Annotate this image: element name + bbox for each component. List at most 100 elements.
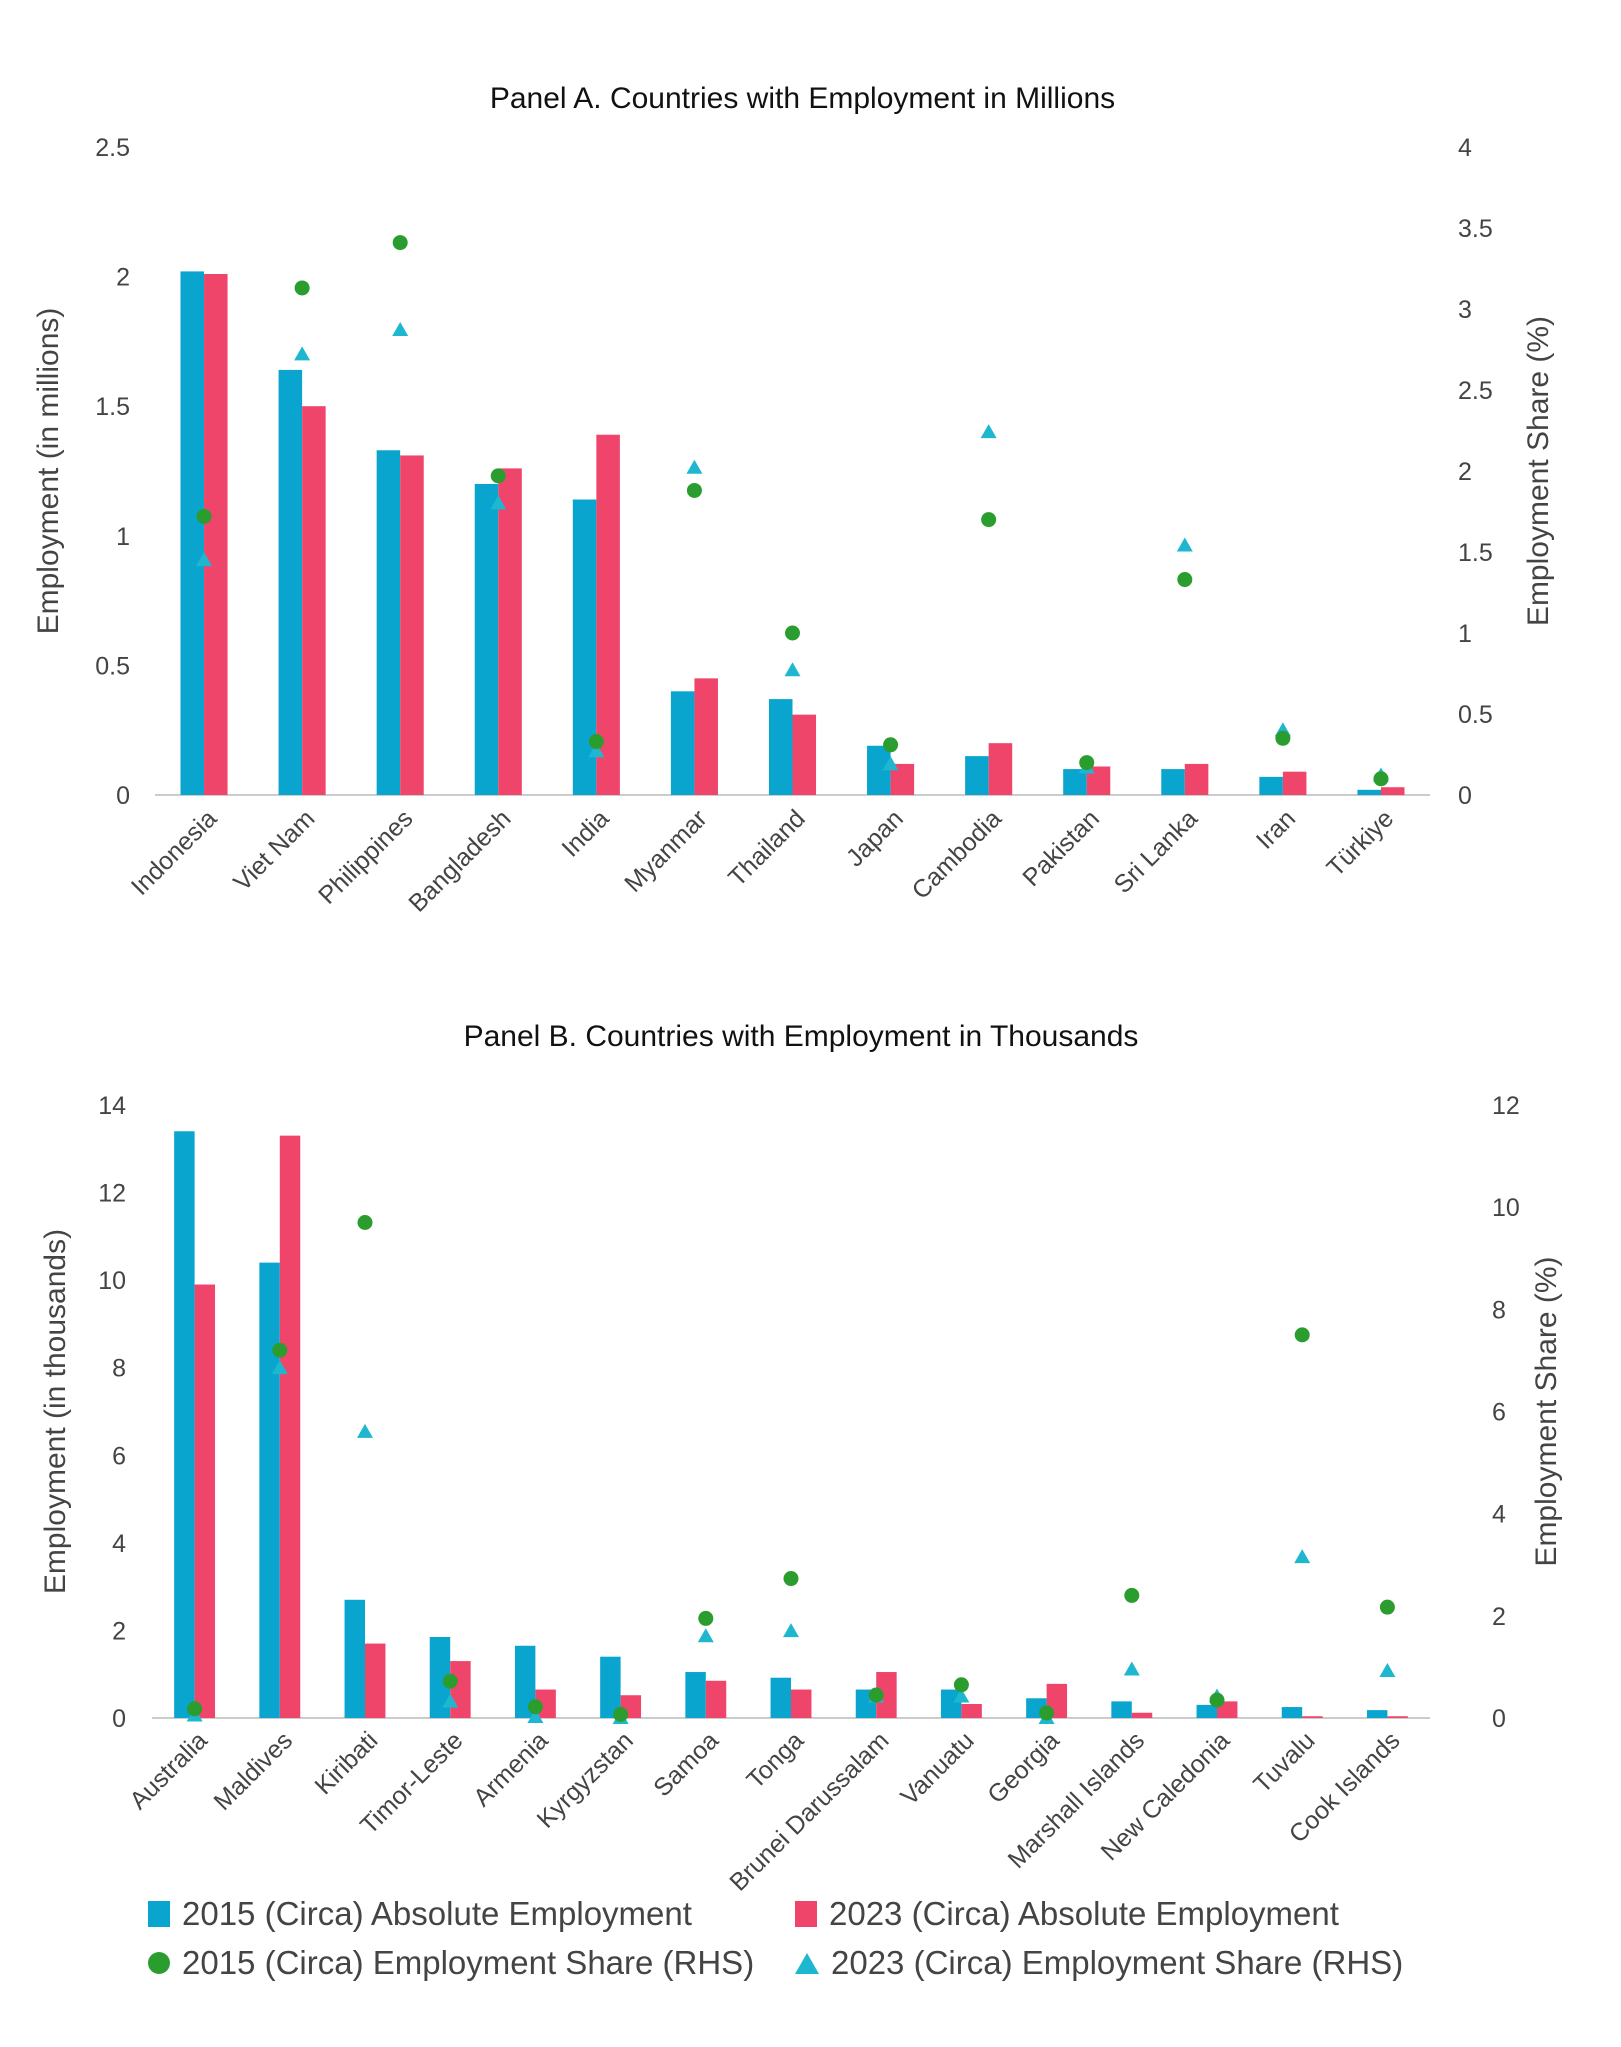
panel-a-bar-2015-12 (1357, 789, 1381, 795)
chart-legend: 2015 (Circa) Absolute Employment 2023 (C… (0, 1880, 1621, 2010)
legend-item-abs2015: 2015 (Circa) Absolute Employment (148, 1895, 692, 1933)
panel-b-y2-tick-label: 12 (1492, 1092, 1520, 1120)
panel-b-category-label-6: Samoa (648, 1726, 724, 1802)
legend-swatch-abs2015 (148, 1901, 170, 1927)
panel-b-share-2015-marker-14 (1379, 1599, 1395, 1615)
panel-a-share-2023-marker-4 (588, 743, 605, 758)
panel-b-share-2023-marker-6 (697, 1628, 714, 1643)
panel-b-share-2023-marker-9 (953, 1688, 970, 1703)
panel-a-category-label-12: Türkiye (1321, 804, 1399, 882)
panel-b-category-label-8: Brunei Darussalam (724, 1726, 894, 1896)
panel-a-bar-2023-12 (1380, 787, 1405, 795)
panel-b-category-label-13: Tuvalu (1248, 1726, 1320, 1798)
panel-a-y2-tick-label: 1 (1458, 620, 1472, 648)
panel-a-bar-2023-1 (302, 406, 326, 795)
panel-a-category-label-11: Iran (1251, 804, 1301, 854)
panel-a-category-label-6: Thailand (723, 804, 811, 892)
panel-b-bar-2015-13 (1281, 1707, 1303, 1718)
panel-a-share-2015-marker-0 (196, 508, 212, 524)
panel-b-share-2023-marker-2 (357, 1423, 373, 1438)
panel-b-share-2015-marker-7 (783, 1571, 799, 1587)
panel-b-bar-2015-14 (1366, 1710, 1388, 1718)
panel-a-y2-tick-label: 4 (1458, 134, 1472, 162)
panel-a-share-2015-marker-11 (1275, 730, 1291, 746)
panel-b-bar-2015-5 (600, 1656, 621, 1718)
panel-b-category-label-7: Tonga (741, 1726, 809, 1794)
legend-item-share2015: 2015 (Circa) Employment Share (RHS) (148, 1944, 754, 1982)
panel-b-y2-tick-label: 8 (1492, 1296, 1506, 1324)
panel-a-share-2015-marker-7 (883, 737, 899, 753)
panel-b-category-label-1: Maldives (208, 1726, 298, 1816)
panel-a-bar-2023-11 (1282, 771, 1307, 795)
panel-b-y-tick-label: 14 (98, 1092, 126, 1120)
panel-a-bar-2015-6 (768, 699, 793, 795)
panel-a-bar-2015-11 (1259, 776, 1283, 795)
panel-b-y2-tick-label: 10 (1492, 1194, 1520, 1222)
panel-a-share-2023-marker-0 (196, 552, 213, 567)
panel-a-share-2015-marker-1 (294, 280, 310, 296)
panel-b-share-2015-marker-8 (868, 1687, 884, 1703)
panel-b-share-2015-marker-11 (1124, 1587, 1140, 1603)
panel-a-bar-2023-9 (1086, 766, 1111, 795)
panel-b-y2-tick-label: 2 (1492, 1603, 1506, 1631)
panel-a-title: Panel A. Countries with Employment in Mi… (490, 82, 1115, 115)
panel-a-bar-2023-0 (204, 274, 228, 795)
panel-a-y2-tick-label: 0 (1458, 782, 1472, 810)
panel-a-bar-2023-5 (694, 678, 718, 795)
panel-b-share-2015-marker-5 (613, 1706, 629, 1722)
panel-a-y-tick-label: 2.5 (95, 134, 130, 162)
panel-b-y-tick-label: 4 (112, 1530, 126, 1558)
panel-a-bar-2015-8 (965, 756, 989, 795)
panel-b-share-2023-marker-3 (442, 1693, 459, 1708)
panel-a-bar-2023-3 (498, 468, 522, 795)
panel-b-y-tick-label: 10 (98, 1267, 126, 1295)
panel-b-share-2015-marker-4 (527, 1699, 543, 1715)
panel-a-bar-2023-8 (988, 743, 1013, 795)
panel-b-share-2023-marker-7 (783, 1623, 799, 1638)
panel-a-share-2015-marker-4 (588, 734, 604, 750)
panel-b-share-2023-marker-11 (1123, 1661, 1140, 1676)
panel-a-share-2015-marker-9 (1079, 755, 1095, 771)
panel-a-bar-2015-1 (278, 369, 303, 795)
panel-b-share-2015-marker-2 (357, 1214, 373, 1230)
panel-b-bar-2023-3 (450, 1661, 471, 1718)
panel-b-bar-2015-7 (770, 1677, 791, 1718)
panel-b-y2-tick-label: 6 (1492, 1399, 1506, 1427)
panel-a-bar-2015-5 (670, 691, 695, 795)
panel-a-category-label-1: Viet Nam (228, 804, 320, 896)
panel-b-category-label-4: Armenia (468, 1726, 554, 1812)
panel-a-share-2015-marker-6 (785, 625, 800, 641)
panel-b-share-2023-marker-4 (527, 1708, 544, 1723)
panel-a-share-2023-marker-1 (294, 346, 311, 361)
panel-b-bar-2015-2 (344, 1599, 365, 1718)
panel-b-y-tick-label: 12 (98, 1180, 126, 1208)
panel-b-bar-2023-6 (705, 1680, 727, 1718)
panel-a-share-2023-marker-3 (490, 495, 507, 510)
panel-a-category-label-10: Sri Lanka (1109, 804, 1204, 899)
legend-label-abs2023: 2023 (Circa) Absolute Employment (829, 1895, 1339, 1932)
panel-a-bar-2015-3 (474, 483, 499, 795)
panel-b-bar-2015-11 (1111, 1701, 1132, 1718)
panel-a-bar-2023-7 (890, 763, 915, 795)
panel-b-share-2023-marker-14 (1379, 1663, 1396, 1678)
panel-b-share-2015-marker-6 (698, 1610, 714, 1626)
legend-item-share2023: 2023 (Circa) Employment Share (RHS) (795, 1944, 1403, 1982)
panel-a-y-axis-title: Employment (in millions) (32, 308, 65, 635)
panel-b-y2-axis-title: Employment Share (%) (1530, 1256, 1563, 1566)
panel-b-category-label-9: Vanuatu (895, 1726, 979, 1810)
panel-b-share-2023-marker-1 (271, 1360, 288, 1375)
panel-b-bar-2023-7 (791, 1689, 812, 1718)
panel-b-y-tick-label: 6 (112, 1442, 126, 1470)
panel-a-bar-2015-10 (1161, 769, 1185, 795)
panel-a-bar-2015-0 (180, 271, 205, 795)
panel-b-y-axis-title: Employment (in thousands) (39, 1229, 72, 1594)
panel-a-share-2023-marker-5 (686, 459, 703, 474)
panel-a-bar-2023-10 (1184, 763, 1209, 795)
panel-a-bar-2023-6 (792, 714, 817, 795)
legend-label-share2023: 2023 (Circa) Employment Share (RHS) (831, 1944, 1404, 1981)
panel-a-y-tick-label: 0.5 (95, 652, 130, 680)
panel-a-bar-2015-4 (572, 499, 597, 795)
panel-a-category-label-8: Cambodia (907, 804, 1007, 904)
panel-b-bar-2015-0 (174, 1131, 195, 1718)
